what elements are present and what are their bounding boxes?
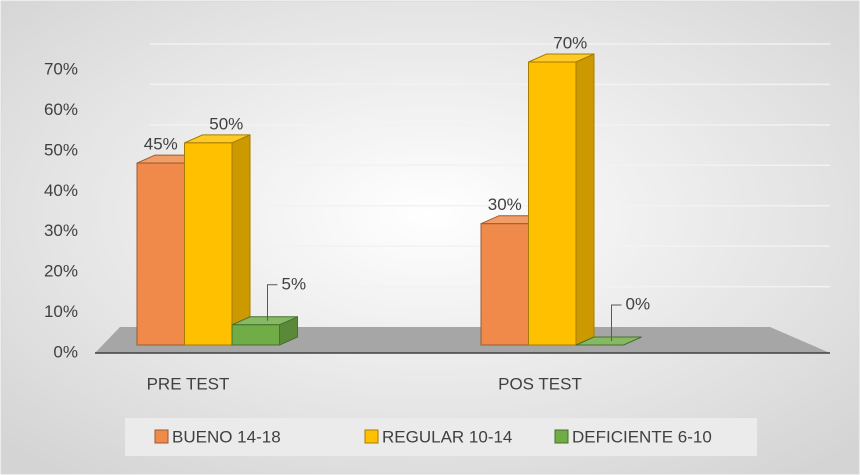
y-tick-label: 50% — [44, 140, 78, 159]
x-tick-label: POS TEST — [498, 374, 582, 393]
data-label: 0% — [626, 294, 651, 313]
bar-side — [231, 134, 251, 346]
bar — [184, 142, 233, 346]
x-tick-label: PRE TEST — [147, 374, 230, 393]
leader-line — [611, 304, 622, 341]
y-tick-label: 0% — [53, 342, 78, 361]
data-label: 50% — [209, 114, 243, 133]
data-label: 45% — [144, 135, 178, 154]
y-tick-label: 70% — [44, 59, 78, 78]
data-label: 70% — [553, 33, 587, 52]
legend-label: REGULAR 10-14 — [382, 427, 512, 446]
legend-swatch — [364, 429, 379, 444]
data-label: 5% — [282, 274, 307, 293]
data-label: 30% — [488, 195, 522, 214]
bar — [231, 324, 280, 346]
bar-side — [575, 53, 595, 346]
y-tick-label: 10% — [44, 302, 78, 321]
y-tick-label: 30% — [44, 221, 78, 240]
bar-top — [575, 336, 642, 346]
legend-swatch — [154, 429, 169, 444]
y-tick-label: 20% — [44, 262, 78, 281]
leader-line — [267, 284, 278, 321]
bar — [480, 223, 529, 346]
legend-label: DEFICIENTE 6-10 — [572, 427, 712, 446]
legend-label: BUENO 14-18 — [172, 427, 281, 446]
y-tick-label: 60% — [44, 100, 78, 119]
legend-swatch — [554, 429, 569, 444]
y-tick-label: 40% — [44, 181, 78, 200]
bar — [528, 61, 577, 346]
legend — [125, 418, 757, 456]
bar — [136, 162, 185, 346]
